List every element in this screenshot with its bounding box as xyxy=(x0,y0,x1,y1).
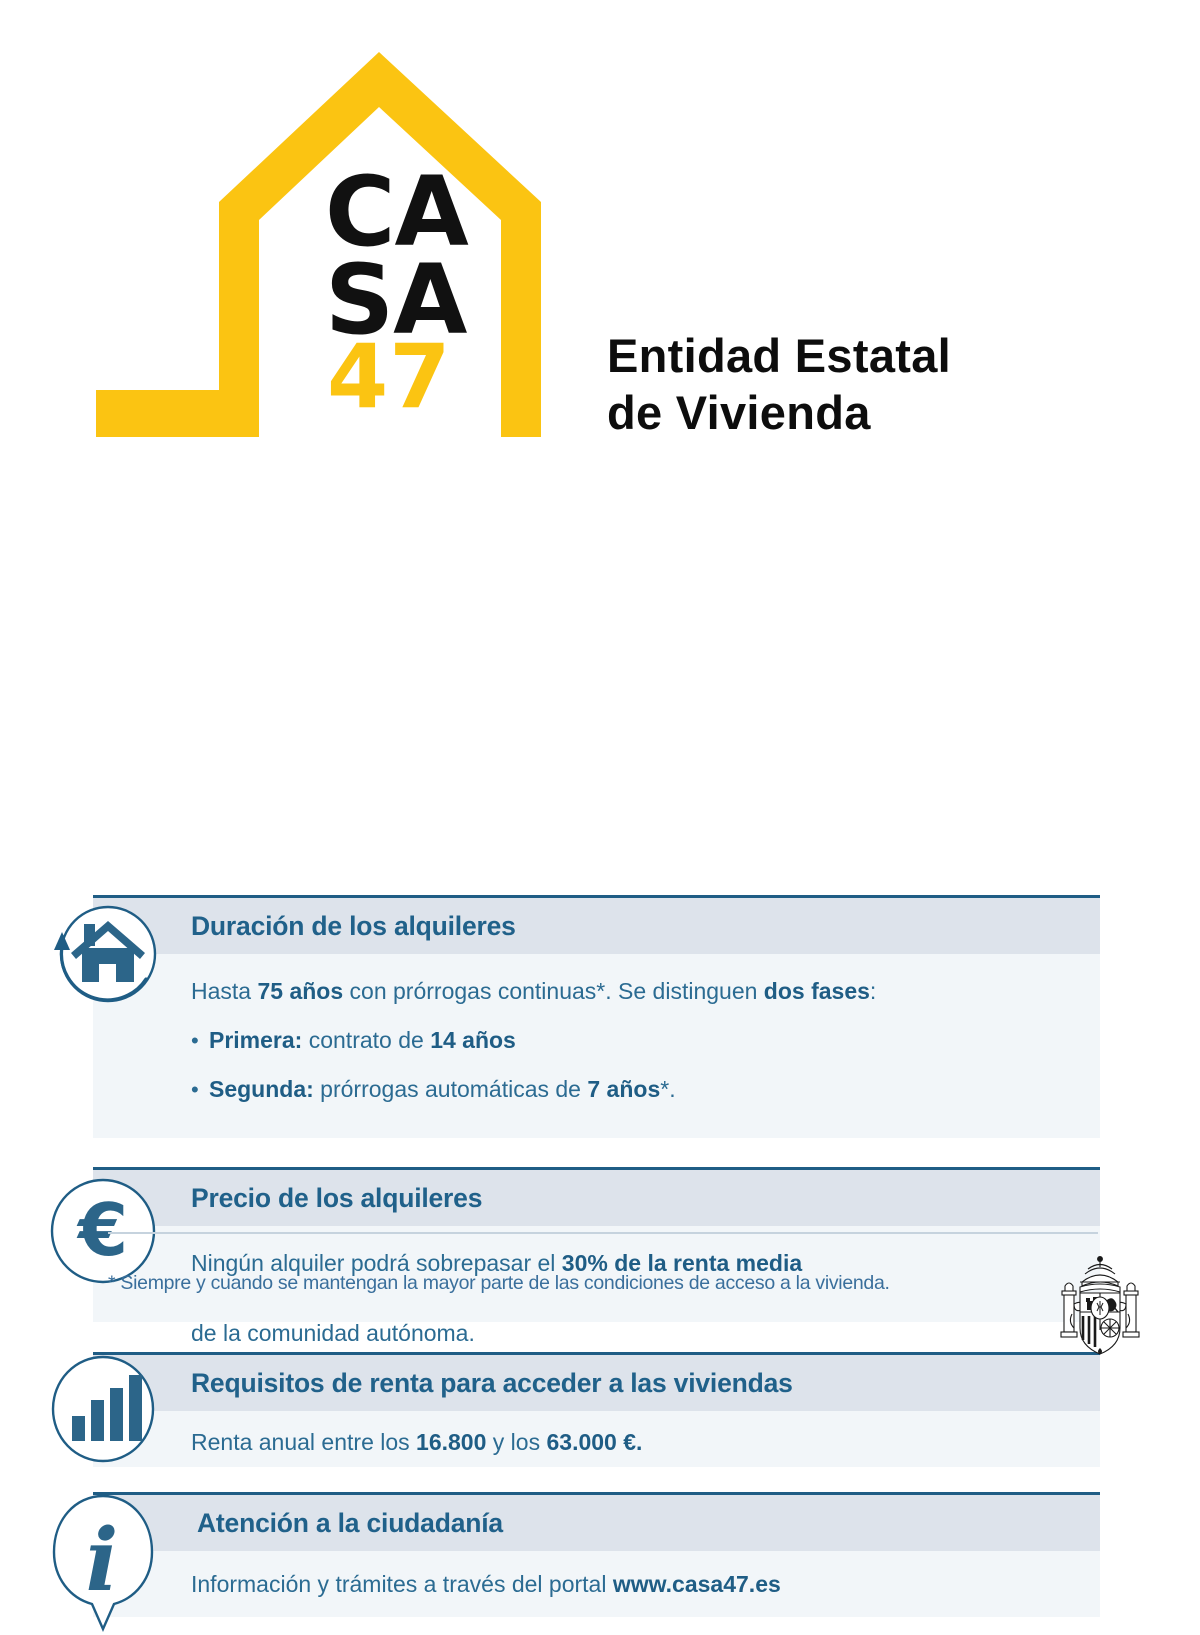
section-body: Renta anual entre los 16.800 y los 63.00… xyxy=(93,1411,1100,1474)
section-title: Atención a la ciudadanía xyxy=(197,1507,503,1538)
page-title: Entidad Estatal de Vivienda xyxy=(607,329,952,440)
svg-text:€: € xyxy=(76,1188,128,1272)
bullet-icon: • xyxy=(191,1076,199,1102)
casa47-house-logo xyxy=(96,52,541,437)
section-header: Atención a la ciudadanía xyxy=(93,1495,1100,1551)
portal-url[interactable]: www.casa47.es xyxy=(612,1571,781,1597)
bullet-icon: • xyxy=(191,1027,199,1053)
section-body: Información y trámites a través del port… xyxy=(93,1551,1100,1616)
section-header: Precio de los alquileres xyxy=(93,1170,1100,1226)
section-intro: Información y trámites a través del port… xyxy=(191,1571,781,1597)
logo-wordmark-casa: CA SA xyxy=(325,156,469,357)
section-card-atencion: Atención a la ciudadanía Información y t… xyxy=(93,1492,1100,1617)
section-header: Duración de los alquileres xyxy=(93,898,1100,954)
list-item: • Segunda: prórrogas automáticas de 7 añ… xyxy=(191,1072,1060,1107)
svg-text:i: i xyxy=(86,1510,119,1611)
list-item: • Primera: contrato de 14 años xyxy=(191,1023,1060,1058)
house-renew-icon xyxy=(54,905,157,1003)
section-title: Duración de los alquileres xyxy=(191,910,516,941)
spain-coat-of-arms xyxy=(1060,1256,1140,1355)
section-intro: Renta anual entre los 16.800 y los 63.00… xyxy=(191,1429,643,1455)
header: CA SA 47 Entidad Estatal de Vivienda xyxy=(0,0,1200,440)
footer-divider xyxy=(108,1232,1098,1234)
section-card-duracion: Duración de los alquileres Hasta 75 años… xyxy=(93,895,1100,1138)
section-title: Precio de los alquileres xyxy=(191,1182,483,1213)
bar-chart-icon xyxy=(51,1355,155,1463)
logo-wordmark-47: 47 xyxy=(327,325,452,428)
section-title: Requisitos de renta para acceder a las v… xyxy=(191,1367,793,1398)
section-body: Ningún alquiler podrá sobrepasar el 30% … xyxy=(93,1226,1100,1365)
section-card-requisitos: Requisitos de renta para acceder a las v… xyxy=(93,1352,1100,1467)
section-body: Hasta 75 años con prórrogas continuas*. … xyxy=(93,954,1100,1121)
footnote: * Siempre y cuando se mantengan la mayor… xyxy=(108,1272,890,1294)
section-intro: Ningún alquiler podrá sobrepasar el 30% … xyxy=(191,1250,803,1346)
info-bubble-icon: i xyxy=(52,1494,154,1632)
euro-icon: € xyxy=(50,1178,156,1284)
section-intro: Hasta 75 años con prórrogas continuas*. … xyxy=(191,978,877,1004)
section-card-precio: Precio de los alquileres Ningún alquiler… xyxy=(93,1167,1100,1346)
section-header: Requisitos de renta para acceder a las v… xyxy=(93,1355,1100,1411)
